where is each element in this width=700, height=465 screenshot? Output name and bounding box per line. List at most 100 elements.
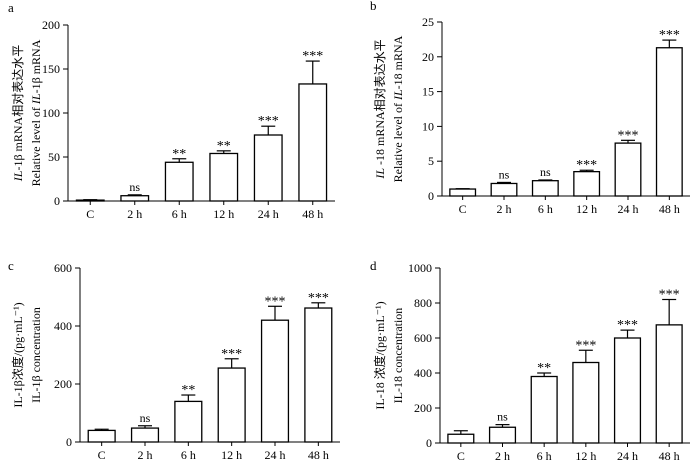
x-tick-label: 2 h bbox=[497, 202, 512, 216]
bar bbox=[298, 83, 328, 202]
significance-label: *** bbox=[575, 338, 596, 353]
y-tick-label: 50 bbox=[48, 150, 60, 164]
y-tick-label: 600 bbox=[414, 331, 432, 345]
bar bbox=[572, 361, 600, 444]
significance-label: *** bbox=[258, 114, 279, 129]
bar bbox=[488, 426, 517, 444]
y-axis-label-cn-gene: IL bbox=[373, 168, 387, 180]
panel-c: c 0 200 400 600 C 2 h ns 6 h ** 12 h *** 24 h *** 48 h… bbox=[8, 258, 340, 462]
y-tick-label: 0 bbox=[426, 436, 432, 450]
x-tick-label: C bbox=[98, 448, 106, 462]
bar bbox=[130, 427, 160, 443]
bar bbox=[530, 375, 558, 444]
y-tick-label: 0 bbox=[428, 189, 434, 203]
x-tick-label: C bbox=[86, 207, 94, 221]
x-tick-label: 6 h bbox=[537, 449, 552, 463]
x-tick-label: 48 h bbox=[659, 449, 680, 463]
significance-label: ns bbox=[540, 165, 551, 179]
significance-label: ** bbox=[537, 361, 551, 376]
x-tick-label: 12 h bbox=[221, 448, 242, 462]
panel-d: d 0 200 400 600 800 1000 C 2 h ns 6 h ** 12 h *** 24 h… bbox=[370, 258, 690, 463]
y-tick-label: 800 bbox=[414, 296, 432, 310]
bar bbox=[120, 195, 150, 202]
y-axis-label-en: Relative level of IL-18 mRNA bbox=[391, 35, 405, 182]
y-tick-label: 200 bbox=[42, 18, 60, 32]
significance-label: *** bbox=[617, 318, 638, 333]
y-tick-label: 0 bbox=[54, 194, 60, 208]
y-tick-label: 15 bbox=[422, 85, 434, 99]
significance-label: ns bbox=[497, 410, 508, 424]
y-axis-label-en-gene: IL bbox=[391, 89, 405, 101]
bar bbox=[490, 182, 518, 197]
y-axis-label-en-prefix: Relative level of bbox=[391, 100, 405, 182]
bar bbox=[87, 429, 116, 443]
x-tick-label: 24 h bbox=[618, 202, 639, 216]
significance-label: *** bbox=[659, 28, 680, 43]
y-tick-label: 10 bbox=[422, 119, 434, 133]
y-tick-label: 1000 bbox=[408, 261, 432, 275]
panel-label: a bbox=[8, 0, 14, 15]
x-tick-label: 6 h bbox=[181, 448, 196, 462]
significance-label: ** bbox=[217, 139, 231, 154]
x-tick-label: 2 h bbox=[495, 449, 510, 463]
panel-label: b bbox=[370, 0, 377, 13]
significance-label: ** bbox=[181, 383, 195, 398]
x-tick-label: C bbox=[457, 449, 465, 463]
x-tick-label: 24 h bbox=[258, 207, 279, 221]
significance-label: *** bbox=[302, 49, 323, 64]
y-axis-label-cn-gene: IL bbox=[11, 170, 25, 182]
y-tick-label: 5 bbox=[428, 154, 434, 168]
y-axis-label-en: IL-1β concentration bbox=[29, 307, 43, 403]
y-tick-label: 400 bbox=[54, 319, 72, 333]
significance-label: ** bbox=[172, 147, 186, 162]
y-tick-label: 150 bbox=[42, 62, 60, 76]
y-axis-label-en-gene: IL bbox=[29, 93, 43, 105]
x-tick-label: 48 h bbox=[308, 448, 329, 462]
bar bbox=[531, 180, 559, 197]
x-tick-label: 2 h bbox=[138, 448, 153, 462]
bar bbox=[217, 367, 246, 443]
bar bbox=[447, 433, 475, 444]
y-axis-label-en-prefix: Relative level of bbox=[29, 104, 43, 186]
bar bbox=[655, 47, 683, 197]
panel-b: b 0 5 10 15 20 25 C 2 h ns 6 h ns 12 h *** 24 h *** 48 h… bbox=[370, 0, 690, 216]
bar bbox=[655, 324, 683, 444]
panel-label: c bbox=[8, 258, 14, 273]
x-tick-label: 24 h bbox=[617, 449, 638, 463]
bar bbox=[449, 188, 477, 197]
significance-label: *** bbox=[221, 347, 242, 362]
bar bbox=[260, 319, 290, 443]
y-tick-label: 200 bbox=[54, 377, 72, 391]
significance-label: *** bbox=[308, 291, 329, 306]
y-tick-label: 20 bbox=[422, 50, 434, 64]
y-axis-label-en: Relative level of IL-1β mRNA bbox=[29, 39, 43, 186]
y-axis-label-cn-rest: -18 mRNA相对表达水平 bbox=[373, 39, 387, 168]
bar bbox=[164, 161, 194, 202]
bar bbox=[209, 152, 239, 202]
y-axis-label-en-suffix: -18 mRNA bbox=[391, 35, 405, 89]
y-axis-label-cn: IL-18 浓度/(pg·mL⁻¹) bbox=[372, 301, 387, 409]
significance-label: *** bbox=[265, 294, 286, 309]
x-tick-label: 6 h bbox=[538, 202, 553, 216]
y-tick-label: 0 bbox=[66, 435, 72, 449]
bar bbox=[253, 134, 283, 202]
significance-label: ns bbox=[129, 180, 140, 194]
y-axis-label-cn: IL-1β浓度/(pg·mL⁻¹) bbox=[10, 302, 25, 407]
bar bbox=[304, 307, 333, 443]
x-tick-label: C bbox=[459, 202, 467, 216]
significance-label: *** bbox=[618, 128, 639, 143]
x-tick-label: 48 h bbox=[302, 207, 323, 221]
significance-label: *** bbox=[659, 288, 680, 303]
y-axis-label-cn: IL-1β mRNA相对表达水平 bbox=[11, 45, 25, 182]
x-tick-label: 12 h bbox=[576, 202, 597, 216]
bar bbox=[614, 142, 642, 197]
y-axis-label-en-suffix: -1β mRNA bbox=[29, 39, 43, 93]
x-tick-label: 48 h bbox=[659, 202, 680, 216]
x-tick-label: 24 h bbox=[265, 448, 286, 462]
significance-label: ns bbox=[140, 411, 151, 425]
panel-a: a 0 50 100 150 200 C 2 h ns 6 h ** 12 h ** 24 h *** 48 … bbox=[8, 0, 335, 221]
x-tick-label: 2 h bbox=[127, 207, 142, 221]
y-tick-label: 400 bbox=[414, 366, 432, 380]
y-axis-label-en: IL-18 concentration bbox=[391, 308, 405, 404]
